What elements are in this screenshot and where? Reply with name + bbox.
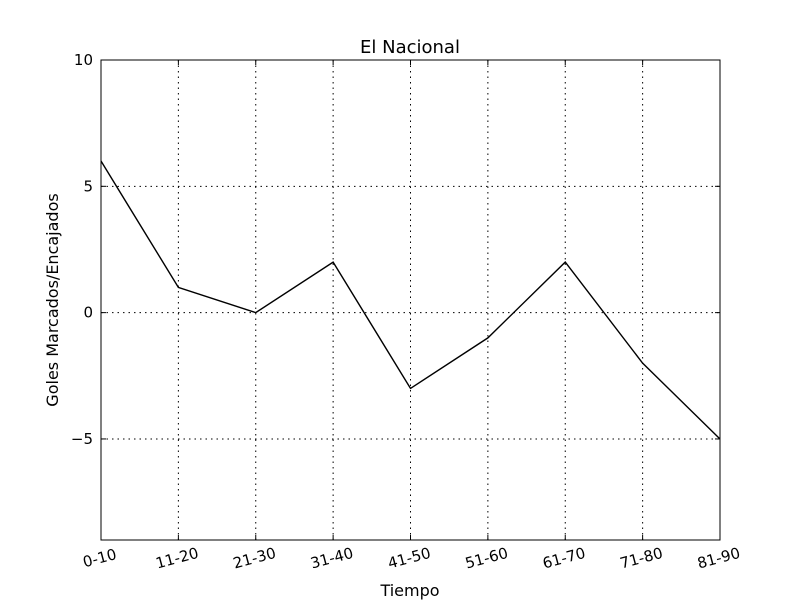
x-tick-label: 21-30 xyxy=(231,544,278,573)
x-tick-label: 51-60 xyxy=(463,544,510,573)
grid xyxy=(101,60,720,540)
x-tick-label: 31-40 xyxy=(308,544,355,573)
y-tick-label: 10 xyxy=(74,51,93,69)
x-tick-label: 11-20 xyxy=(154,544,201,573)
x-tick-label: 0-10 xyxy=(81,545,119,571)
x-tick-label: 81-90 xyxy=(695,544,742,573)
x-axis-label: Tiempo xyxy=(379,581,439,600)
x-tick-label: 71-80 xyxy=(618,544,665,573)
y-tick-label: 0 xyxy=(83,304,93,322)
y-tick-labels: 10 5 0 −5 xyxy=(71,51,720,448)
x-tick-label: 61-70 xyxy=(541,544,588,573)
series-line xyxy=(100,160,721,440)
y-tick-label: 5 xyxy=(83,177,93,195)
chart-title: El Nacional xyxy=(360,37,460,58)
y-axis-label: Goles Marcados/Encajados xyxy=(43,193,62,406)
x-tick-label: 41-50 xyxy=(386,544,433,573)
y-tick-label: −5 xyxy=(71,430,93,448)
series xyxy=(100,160,721,440)
